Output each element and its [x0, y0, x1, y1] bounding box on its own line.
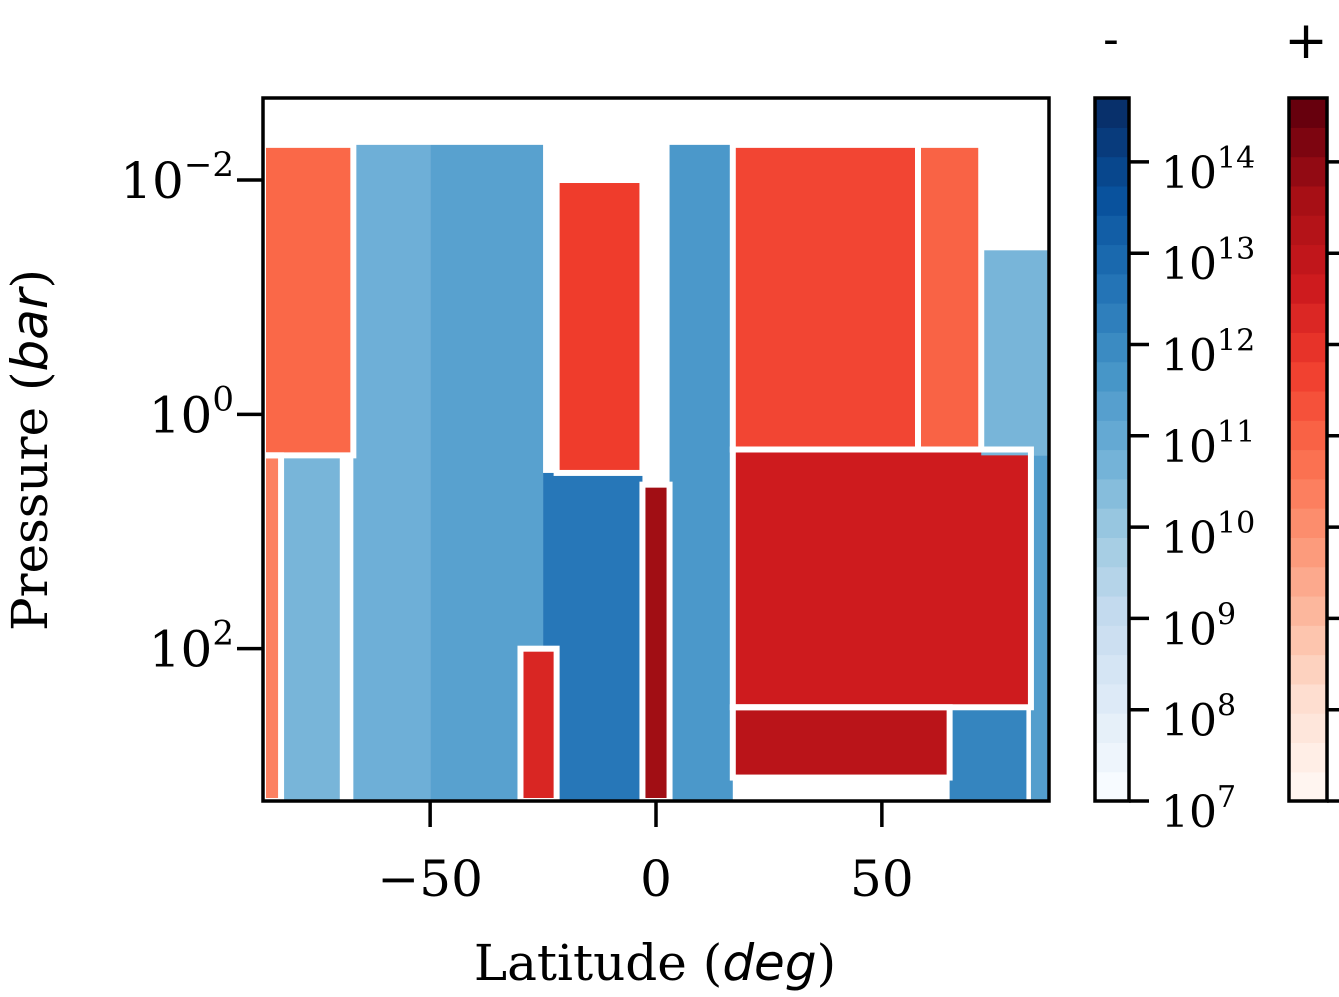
x-tick-label-1: 0 [640, 850, 672, 908]
colorbar-step-12 [1289, 420, 1327, 451]
colorbar-step-7 [1289, 566, 1327, 597]
heat-region-positive-13 [918, 144, 982, 450]
colorbar-step-5 [1289, 625, 1327, 656]
colorbar-step-0 [1289, 771, 1327, 802]
zero-contour-segment-0 [263, 141, 357, 459]
colorbar-step-8 [1289, 537, 1327, 568]
colorbar-tick-label-2: 109 [1161, 597, 1236, 655]
x-tick-label-0: −50 [377, 850, 483, 908]
heat-region-negative-16 [949, 707, 1027, 801]
colorbar-step-10 [1095, 478, 1129, 509]
zero-contour-segment-13 [915, 141, 985, 453]
colorbar-step-17 [1095, 273, 1129, 304]
colorbar-step-2 [1289, 713, 1327, 744]
colorbar-step-10 [1289, 478, 1327, 509]
heat-region-negative-9 [669, 144, 733, 801]
colorbar-positive [1287, 96, 1339, 803]
colorbar-step-9 [1095, 508, 1129, 538]
colorbar-tick-label-6: 1013 [1161, 232, 1255, 290]
colorbar-frame [1287, 96, 1329, 803]
heat-region-positive-8 [520, 648, 557, 801]
heat-region-positive-0 [263, 144, 354, 456]
y-tick-label-2: 102 [149, 614, 234, 679]
colorbar-step-23 [1289, 98, 1327, 128]
colorbar-tick-label-5: 1012 [1161, 324, 1255, 382]
colorbar-tick-label-3: 1010 [1161, 506, 1255, 564]
colorbar-negative: 107 108 109 1010 1011 1012 1013 1014 [1093, 96, 1255, 838]
colorbar-step-2 [1095, 713, 1129, 744]
colorbar-step-22 [1289, 127, 1327, 158]
colorbar-frame [1093, 96, 1131, 803]
y-tick-label-1: 100 [149, 379, 234, 444]
heat-region-negative-2 [281, 455, 340, 801]
colorbar-step-13 [1095, 390, 1129, 421]
y-tick-label-0: 10−2 [120, 145, 234, 210]
colorbar-step-15 [1095, 332, 1129, 363]
heatmap-field [263, 144, 1049, 801]
colorbar-step-3 [1289, 683, 1327, 714]
colorbar-step-12 [1095, 420, 1129, 451]
colorbar-step-1 [1095, 742, 1129, 773]
heat-region-negative-5 [543, 472, 643, 801]
y-axis: 10−2 100 102 [120, 145, 263, 679]
heat-region-positive-12 [732, 707, 950, 778]
x-axis-label: Latitude (deg) [474, 934, 836, 992]
colorbar-step-4 [1095, 654, 1129, 685]
colorbar-step-6 [1095, 595, 1129, 626]
colorbar-tick-label-1: 108 [1161, 689, 1236, 747]
colorbar-step-19 [1289, 215, 1327, 246]
x-tick-label-2: 50 [850, 850, 914, 908]
zero-contour-segment-6 [553, 177, 646, 476]
colorbar-step-1 [1289, 742, 1327, 773]
zero-contour-segment-1 [263, 452, 285, 801]
y-axis-label: Pressure (bar) [1, 269, 59, 631]
colorbar-step-3 [1095, 683, 1129, 714]
colorbar-step-20 [1095, 185, 1129, 216]
zero-contour-segment-8 [517, 645, 560, 801]
heat-region-positive-10 [732, 144, 918, 450]
colorbar-step-23 [1095, 98, 1129, 128]
colorbar-step-13 [1289, 390, 1327, 421]
colorbar-negative-label: - [1103, 14, 1119, 65]
zero-contour-segment-12 [729, 704, 953, 781]
heat-region-negative-14 [981, 250, 1049, 456]
colorbar-step-7 [1095, 566, 1129, 597]
colorbar-positive-label: + [1284, 11, 1328, 71]
colorbar-step-21 [1095, 156, 1129, 187]
colorbar-step-22 [1095, 127, 1129, 158]
heat-region-positive-6 [556, 180, 643, 473]
colorbar-step-21 [1289, 156, 1327, 187]
colorbar-step-11 [1289, 449, 1327, 480]
colorbar-step-8 [1095, 537, 1129, 568]
colorbar-step-15 [1289, 332, 1327, 363]
heat-region-positive-11 [732, 449, 1031, 708]
colorbar-step-0 [1095, 771, 1129, 802]
heat-region-positive-7 [642, 484, 670, 801]
colorbar-step-19 [1095, 215, 1129, 246]
colorbar-step-5 [1095, 625, 1129, 656]
colorbar-step-11 [1095, 449, 1129, 480]
colorbar-step-16 [1289, 303, 1327, 333]
zero-contour [263, 141, 1034, 801]
colorbar-tick-label-7: 1014 [1161, 141, 1255, 199]
colorbar-step-18 [1095, 244, 1129, 275]
colorbar-step-4 [1289, 654, 1327, 685]
colorbar-step-9 [1289, 508, 1327, 538]
heat-region-negative-15 [1030, 455, 1049, 801]
heat-region-positive-1 [263, 455, 282, 801]
colorbar-step-6 [1289, 595, 1327, 626]
colorbar-step-16 [1095, 303, 1129, 333]
colorbar-tick-label-4: 1011 [1161, 415, 1255, 473]
zero-contour-segment-7 [639, 481, 673, 801]
colorbar-step-18 [1289, 244, 1327, 275]
heat-region-negative-3 [353, 144, 431, 801]
colorbar-step-14 [1095, 361, 1129, 392]
colorbar-tick-label-0: 107 [1161, 780, 1236, 838]
colorbar-step-20 [1289, 185, 1327, 216]
colorbar-step-17 [1289, 273, 1327, 304]
colorbar-step-14 [1289, 361, 1327, 392]
x-axis: −50 0 50 [377, 801, 914, 908]
